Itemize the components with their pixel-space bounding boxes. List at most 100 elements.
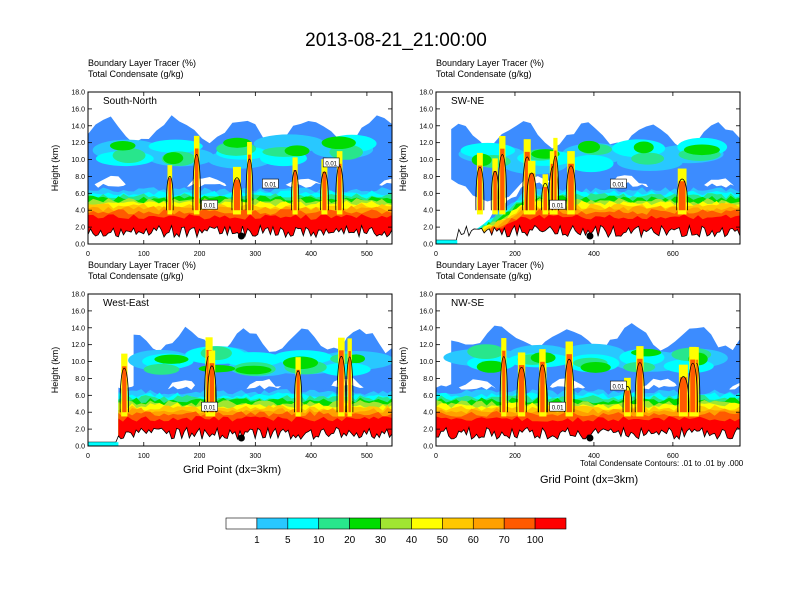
condensate-contour [231,177,243,211]
panel-south-north: 0.01 0.01 0.01 South-North 0.0 2.0 4.0 6.0 8.0 10… [50,58,393,258]
condensate-contour [564,359,575,413]
cloud-blob [148,139,203,153]
condensate-contour [541,182,550,211]
convective-core [543,186,548,211]
y-tick-label: 6.0 [75,393,85,400]
convective-core [568,163,574,211]
condensate-contour [475,166,485,211]
convective-core [477,165,482,211]
contour-label: 0.01 [613,385,625,391]
colorbar-cell [411,517,443,530]
convective-core [337,163,342,211]
cloud-blob [284,145,310,157]
colorbar-cell [225,517,258,530]
colorbar [225,517,567,530]
colorbar-cell [442,517,474,530]
y-tick-label: 6.0 [423,393,433,400]
cloud-blob [631,152,665,165]
location-marker [586,434,594,442]
condensate-contour [192,154,201,211]
y-axis-label: Height (km) [398,347,408,394]
y-tick-label: 18.0 [419,292,433,299]
y-tick-label: 10.0 [419,359,433,366]
condensate-contour [335,165,344,211]
convective-core [194,148,199,211]
cloud-blob [223,352,283,367]
y-tick-label: 12.0 [419,140,433,147]
y-tick-label: 10.0 [419,157,433,164]
x-tick-label: 0 [434,453,438,460]
y-tick-label: 14.0 [419,325,433,332]
convective-core [678,181,686,211]
x-tick-label: 400 [588,453,600,460]
header-line-2: Total Condensate (g/kg) [88,69,184,79]
y-tick-label: 0.0 [75,242,85,249]
panel-name-south-north: South-North [103,96,157,107]
convective-core [524,151,530,211]
plot-frame [435,293,741,447]
convective-core [502,350,506,413]
cloud-blob [235,365,272,375]
header-line-1: Boundary Layer Tracer (%) [436,260,544,270]
contour-label: 0.01 [552,406,564,412]
cloud-blob [320,362,371,377]
convective-core [209,363,215,413]
colorbar-cell [472,517,505,530]
low-level-band [88,442,119,446]
y-axis-label: Height (km) [50,347,60,394]
panel-name-sw-ne: SW-NE [451,96,484,107]
location-marker [586,232,594,240]
contour-label-box [549,401,566,412]
cloud-blob [154,354,189,364]
x-tick-label: 600 [667,251,679,258]
colorbar-label: 100 [526,535,544,546]
condensate-contour [551,155,560,211]
x-tick-label: 300 [249,251,261,258]
cloud-blob [109,140,136,151]
y-tick-label: 8.0 [75,174,85,181]
plot-frame [87,91,393,245]
y-tick-label: 2.0 [75,225,85,232]
low-level-band [436,240,458,244]
cloud-blob [631,348,662,357]
convective-core [493,171,497,211]
x-tick-label: 0 [86,251,90,258]
y-tick-label: 16.0 [71,106,85,113]
condensate-contour [676,178,688,211]
colorbar-cell [256,517,289,530]
condensate-contour [166,175,174,211]
y-tick-label: 6.0 [75,191,85,198]
y-tick-label: 8.0 [75,376,85,383]
y-tick-label: 8.0 [423,174,433,181]
colorbar-label: 40 [405,535,418,546]
condensate-contour [291,170,300,211]
panel-name-west-east: West-East [103,298,149,309]
contour-label: 0.01 [265,183,277,189]
convective-core [322,171,327,211]
x-tick-label: 100 [138,251,150,258]
convective-core [690,359,696,413]
y-tick-label: 12.0 [71,342,85,349]
tracer-field-sw-ne [436,121,740,244]
cloud-blob [143,363,180,375]
cloud-blob [683,144,720,156]
convective-core [233,179,240,211]
header-line-1: Boundary Layer Tracer (%) [88,58,196,68]
colorbar-label: 70 [498,535,510,546]
y-tick-label: 18.0 [71,292,85,299]
x-tick-label: 100 [138,453,150,460]
convective-core [500,148,505,211]
condensate-contour [516,366,527,413]
colorbar-cell [318,517,350,530]
condensate-contour [245,158,254,211]
y-tick-label: 16.0 [419,308,433,315]
y-tick-label: 12.0 [71,140,85,147]
x-tick-label: 0 [434,251,438,258]
y-tick-label: 16.0 [71,308,85,315]
header-line-2: Total Condensate (g/kg) [88,271,184,281]
y-tick-label: 14.0 [419,123,433,130]
contour-label-box [549,199,566,210]
convective-core [528,173,535,211]
contour-label: 0.01 [552,204,564,210]
condensate-contour [336,356,347,413]
